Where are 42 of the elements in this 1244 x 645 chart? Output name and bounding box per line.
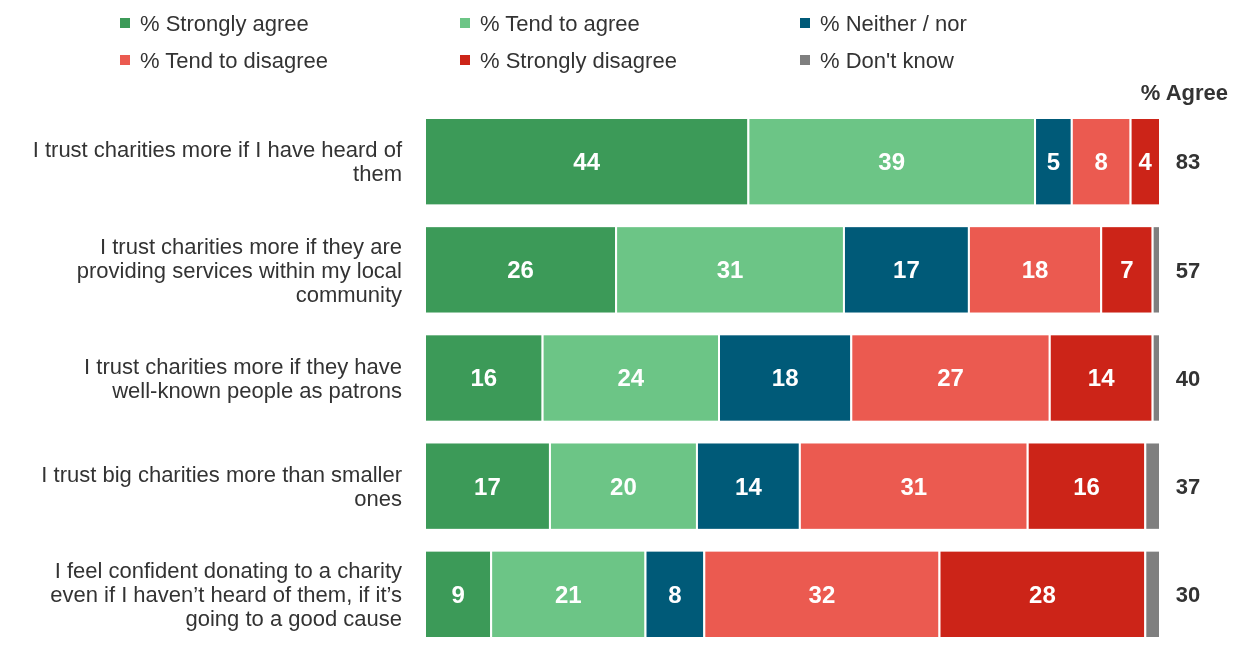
legend-label: % Tend to disagree [140,47,328,73]
data-label: 18 [771,364,799,392]
data-label: 31 [900,472,928,500]
data-label: 8 [1094,148,1108,176]
legend-label: % Neither / nor [820,10,967,36]
data-label: 7 [1120,256,1134,284]
y-tick-label: I trust charities more if I have heard of them [32,137,403,187]
data-label: 32 [808,580,836,608]
y-tick-label: I feel confident donating to a charity even if I haven’t heard of them, if it’s going to a good cause [50,558,402,632]
data-label: 17 [893,256,920,284]
data-label: 31 [716,256,744,284]
data-label: 17 [474,472,501,500]
data-label: 21 [554,580,582,608]
text: % Agree [1140,79,1228,105]
data-label: 20 [610,472,637,500]
legend-label: % Don't know [820,47,954,73]
data-label: 4 [1138,148,1153,176]
text: 83 [1175,149,1201,175]
legend-label: % Strongly disagree [480,47,677,73]
data-label: 16 [470,364,498,392]
data-label: 27 [937,364,964,392]
legend-label: % Strongly agree [140,10,309,36]
text: 40 [1175,365,1201,391]
data-label: 9 [451,580,465,608]
data-label: 26 [507,256,534,284]
text: 30 [1175,582,1201,608]
data-label: 14 [735,472,763,500]
data-label: 24 [617,364,645,392]
data-label: 28 [1029,580,1056,608]
data-label: 8 [668,580,682,608]
y-tick-label: I trust charities more if they are providing services within my local community [76,233,402,307]
text: 57 [1175,257,1201,283]
data-label: 16 [1073,472,1100,500]
y-tick-label: I trust charities more if they have well-known people as patrons [84,353,402,403]
legend-label: % Tend to agree [480,10,640,36]
data-label: 5 [1046,148,1061,176]
data-label: 18 [1021,256,1049,284]
data-label: 14 [1087,364,1116,392]
data-label: 39 [878,148,906,176]
data-label: 44 [573,148,601,176]
y-tick-label: I trust big charities more than smaller ones [41,461,402,511]
text: 37 [1175,473,1201,499]
